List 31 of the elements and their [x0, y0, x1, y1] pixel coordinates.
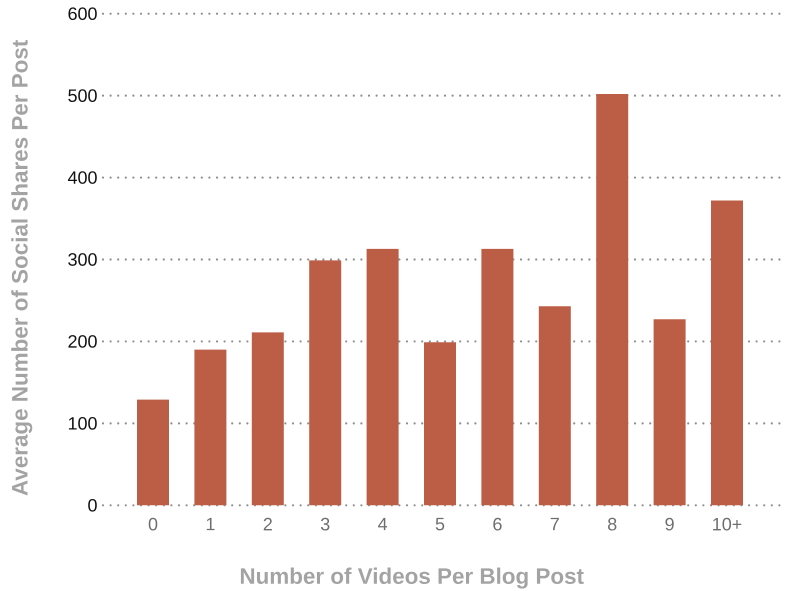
bar: [424, 342, 456, 506]
y-tick-label: 200: [68, 335, 97, 348]
y-tick-label: 400: [68, 171, 97, 184]
x-tick-label: 0: [148, 518, 158, 531]
x-tick-label: 3: [320, 518, 330, 531]
y-tick-label: 600: [68, 7, 97, 20]
x-tick-label: 7: [550, 518, 559, 530]
x-tick-label: 10+: [713, 518, 742, 531]
bar: [711, 200, 744, 506]
bar: [481, 248, 514, 506]
y-axis-title: Average Number of Social Shares Per Post: [11, 40, 32, 496]
y-tick-label: 0: [88, 498, 97, 512]
x-tick-label: 9: [665, 518, 674, 531]
y-tick-label: 500: [68, 89, 97, 102]
bar: [194, 350, 226, 506]
x-tick-label: 1: [206, 518, 215, 530]
bar: [137, 400, 169, 506]
bar: [309, 260, 342, 506]
x-axis-title: Number of Videos Per Blog Post: [240, 568, 584, 589]
bar: [596, 94, 628, 506]
x-tick-label: 2: [264, 518, 272, 530]
x-tick-label: 6: [493, 518, 502, 531]
bar: [252, 332, 284, 506]
y-tick-label: 300: [68, 253, 97, 266]
bar: [366, 248, 399, 506]
x-tick-label: 5: [436, 518, 444, 530]
bar: [538, 306, 571, 506]
x-tick-label: 8: [608, 518, 616, 531]
x-tick-label: 4: [378, 518, 388, 530]
y-tick-label: 100: [68, 417, 97, 430]
bar: [654, 319, 686, 506]
